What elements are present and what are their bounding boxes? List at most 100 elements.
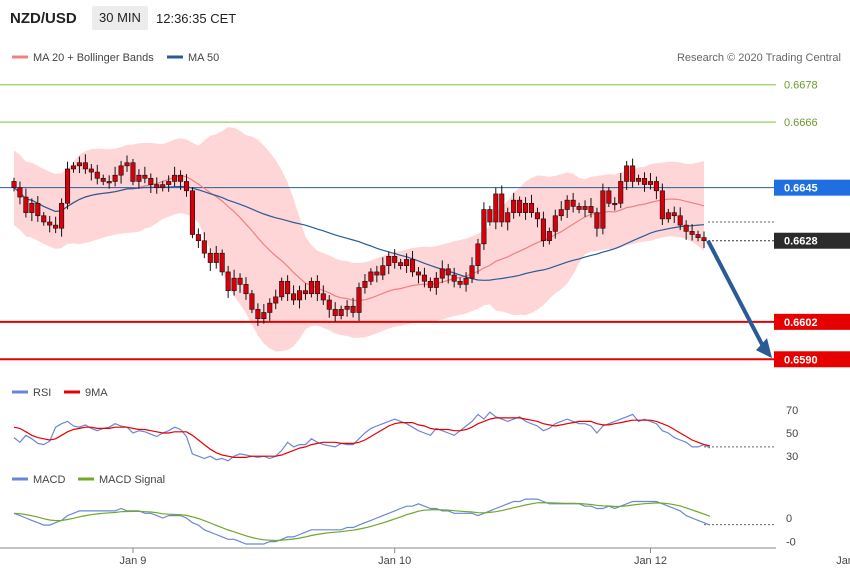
candle-body — [23, 196, 29, 213]
candle-body — [183, 181, 190, 192]
candle-body — [380, 265, 386, 276]
candle-body — [469, 265, 475, 279]
candle-body — [166, 181, 172, 185]
candle-body — [487, 209, 493, 223]
candle-body — [618, 181, 624, 204]
candle-body — [225, 271, 231, 291]
candle-body — [279, 280, 285, 298]
candle-body — [35, 202, 41, 217]
candle-body — [445, 268, 451, 276]
candle-body — [189, 190, 195, 235]
candle-body — [421, 274, 427, 282]
candle-body — [118, 165, 124, 176]
ma20-legend-label: MA 20 + Bollinger Bands — [33, 52, 154, 64]
candle-body — [142, 174, 148, 179]
last-price-badge — [774, 232, 850, 249]
price-panel: 0.6678 0.6666 0.6645 0.6628 0.6602 0.6590 — [0, 80, 850, 368]
candle-body — [540, 218, 546, 242]
candle-body — [404, 259, 410, 266]
candle-body — [160, 184, 166, 188]
candle-body — [94, 171, 100, 179]
candle-body — [588, 206, 594, 213]
candle-body — [201, 240, 207, 254]
candle-body — [154, 184, 160, 188]
clock-readout: 12:36:35 CET — [156, 11, 237, 26]
pivot-label: 0.6645 — [784, 183, 818, 195]
candle-body — [701, 237, 707, 242]
candle-body — [457, 280, 463, 285]
candle-body — [415, 271, 422, 276]
candle-body — [207, 252, 213, 263]
main-legend: MA 20 + Bollinger Bands MA 50 Research ©… — [12, 52, 841, 64]
candle-body — [11, 181, 17, 188]
candle-body — [558, 209, 564, 217]
time-axis: Jan 9 Jan 10 Jan 12 Jan 14 — [0, 547, 850, 567]
candle-body — [600, 190, 606, 229]
candle-body — [136, 174, 142, 182]
rsi-panel: RSI 9MA 70 50 30 — [12, 387, 798, 463]
candle-body — [65, 168, 71, 204]
candle-body — [195, 234, 201, 242]
candle-body — [29, 202, 35, 213]
candle-body — [439, 268, 445, 279]
candle-body — [683, 224, 689, 232]
candle-body — [285, 280, 291, 295]
candle-body — [689, 231, 695, 235]
candle-body — [475, 243, 481, 266]
candle-body — [76, 162, 82, 167]
candle-body — [255, 309, 261, 320]
timeframe-button[interactable]: 30 MIN — [92, 6, 148, 30]
candle-body — [243, 284, 249, 295]
candle-body — [130, 162, 136, 182]
macd-signal-legend-label: MACD Signal — [99, 474, 165, 486]
candle-body — [100, 178, 106, 182]
candle-body — [624, 165, 630, 182]
time-tick-label: Jan 14 — [836, 555, 850, 567]
candle-body — [112, 174, 118, 182]
projection-arrow-shaft — [706, 239, 766, 350]
rsi-legend-label: RSI — [33, 387, 51, 399]
candle-body — [302, 290, 308, 295]
candle-body — [368, 271, 374, 282]
candle-body — [148, 178, 154, 185]
candle-body — [273, 296, 279, 304]
candle-body — [386, 256, 392, 266]
candle-body — [338, 309, 344, 316]
candle-body — [172, 174, 178, 182]
candle-body — [374, 271, 380, 276]
candle-body — [427, 280, 433, 288]
candle-body — [106, 181, 112, 184]
candle-body — [695, 234, 701, 238]
time-tick-label: Jan 12 — [634, 555, 667, 567]
credit-text: Research © 2020 Trading Central — [677, 52, 841, 64]
support-label: 0.6602 — [784, 317, 818, 329]
last-price-label: 0.6628 — [784, 236, 818, 248]
candle-body — [332, 309, 338, 316]
support-badge — [774, 313, 850, 330]
candle-body — [677, 215, 683, 226]
macd-tick-label: -0 — [786, 537, 796, 549]
candle-body — [451, 274, 457, 282]
candle-body — [320, 293, 326, 301]
candle-body — [505, 212, 511, 223]
candle-body — [653, 181, 659, 192]
candle-body — [124, 162, 130, 167]
candle-body — [88, 168, 94, 173]
candle-body — [296, 290, 303, 301]
candle-body — [641, 178, 648, 185]
macd-signal-line — [13, 501, 711, 542]
support-badge — [774, 351, 850, 368]
candle-body — [499, 193, 505, 223]
ma50-line — [13, 185, 705, 281]
candle-body — [564, 199, 570, 210]
candle-body — [647, 181, 653, 185]
candle-body — [314, 280, 320, 295]
candle-body — [362, 280, 368, 288]
candle-body — [356, 287, 362, 313]
candle-body — [665, 212, 671, 220]
chart-header: NZD/USD 30 MIN 12:36:35 CET — [0, 0, 850, 38]
rsi-tick-label: 70 — [786, 405, 798, 417]
projection-arrow-head — [756, 338, 772, 359]
candle-body — [511, 199, 517, 213]
candle-body — [481, 209, 487, 245]
